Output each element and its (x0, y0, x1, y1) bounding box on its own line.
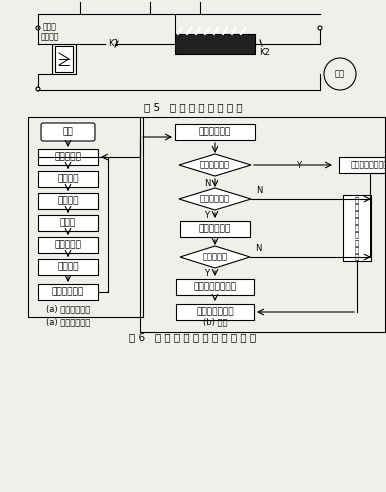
Text: N: N (204, 179, 210, 187)
Bar (38, 149, 98, 165)
Bar (55, 46, 73, 72)
Text: 其他测试: 其他测试 (57, 263, 79, 272)
Text: 置系统时钟: 置系统时钟 (54, 153, 81, 161)
Bar (28, 117, 143, 317)
Text: 开始: 开始 (63, 127, 73, 136)
Text: Y: Y (296, 160, 301, 170)
Bar (339, 157, 386, 173)
Polygon shape (179, 188, 251, 210)
Polygon shape (180, 246, 250, 268)
Text: Y: Y (205, 211, 210, 220)
Bar (38, 237, 98, 253)
Text: 无线接收中断: 无线接收中断 (199, 127, 231, 136)
Text: 退出中断子程序: 退出中断子程序 (196, 308, 234, 316)
Text: 路由转发应答处理: 路由转发应答处理 (351, 160, 386, 170)
Text: 数据存贮处理: 数据存贮处理 (52, 287, 84, 297)
Text: 水泵: 水泵 (335, 69, 345, 79)
Text: 继电器
输出接口: 继电器 输出接口 (41, 22, 59, 42)
Bar (38, 259, 98, 275)
Bar (343, 195, 371, 261)
Text: 测试数据应答上传: 测试数据应答上传 (193, 282, 237, 291)
Text: 置系统时钟: 置系统时钟 (54, 241, 81, 249)
Bar (38, 284, 98, 300)
Text: 数据测试中断: 数据测试中断 (200, 194, 230, 204)
Text: (a) 节点测试流程: (a) 节点测试流程 (46, 305, 90, 313)
Bar (175, 124, 255, 140)
Text: N: N (255, 244, 261, 253)
Bar (38, 171, 98, 187)
Bar (38, 215, 98, 231)
Bar (175, 34, 255, 54)
Text: 图 6   数 据 采 集 系 统 软 件 结 构 图: 图 6 数 据 采 集 系 统 软 件 结 构 图 (129, 332, 257, 342)
Polygon shape (179, 154, 251, 176)
Text: 本地节点？: 本地节点？ (203, 252, 227, 262)
Text: 响应中断: 响应中断 (57, 175, 79, 184)
Text: N: N (256, 186, 262, 195)
Text: 湿度测试: 湿度测试 (57, 196, 79, 206)
Bar (140, 117, 385, 332)
Bar (176, 279, 254, 295)
Text: (b) 无线: (b) 无线 (203, 317, 227, 327)
FancyBboxPatch shape (41, 123, 95, 141)
Bar (38, 193, 98, 209)
Bar (180, 221, 250, 237)
Bar (176, 304, 254, 320)
Text: 图 5   水 泵 供 电 系 统 电 路: 图 5 水 泵 供 电 系 统 电 路 (144, 102, 242, 112)
Text: K1: K1 (108, 39, 119, 49)
Text: 路由探测中断: 路由探测中断 (200, 160, 230, 170)
Bar (52, 44, 76, 74)
Text: Y: Y (205, 269, 210, 278)
Text: 下
一
跳
数
据
查
询
处
理: 下 一 跳 数 据 查 询 处 理 (355, 196, 359, 260)
Text: (a) 节点测试流程: (a) 节点测试流程 (46, 317, 90, 327)
Text: 更新路由信息: 更新路由信息 (199, 224, 231, 234)
Text: K2: K2 (260, 48, 270, 57)
Text: 开中断: 开中断 (60, 218, 76, 227)
